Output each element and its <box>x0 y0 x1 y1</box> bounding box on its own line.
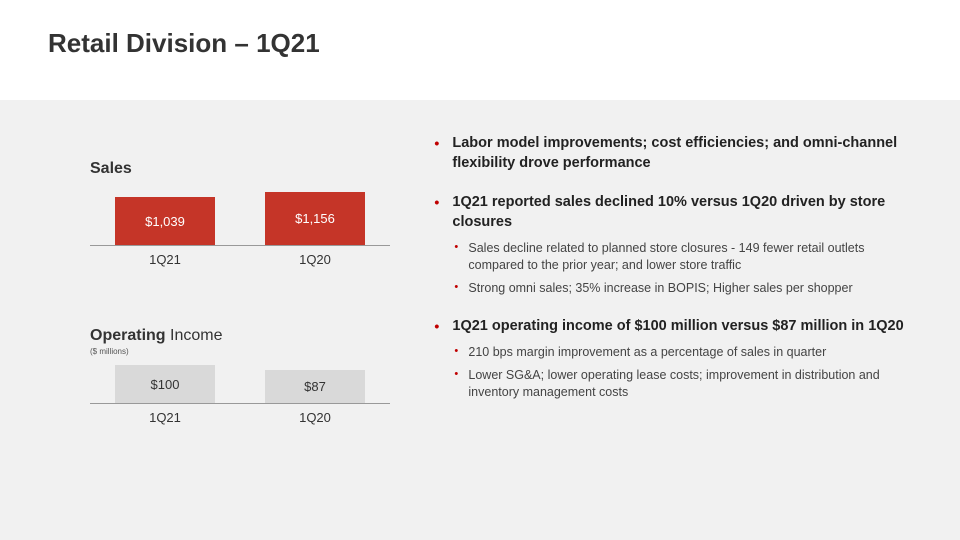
bar: $100 <box>115 365 215 403</box>
sales-bars-row: $1,039 $1,156 <box>90 186 390 246</box>
sub-bullet-list: Sales decline related to planned store c… <box>452 240 920 297</box>
bullet-item: 1Q21 reported sales declined 10% versus … <box>432 193 920 297</box>
charts-column: Sales $1,039$1,156 1Q211Q20 Operating In… <box>0 100 422 540</box>
op-income-chart-title: Operating Income <box>90 327 422 345</box>
sub-bullet-item: 210 bps margin improvement as a percenta… <box>452 344 920 361</box>
bar-wrap: $100 <box>90 365 240 403</box>
op-income-bars-row: $100 $87 <box>90 362 390 404</box>
bar: $1,156 <box>265 192 365 245</box>
op-income-title-rest: Income <box>166 327 223 344</box>
sales-chart: Sales $1,039 $1,156 1Q211Q20 <box>60 160 422 267</box>
body-area: Sales $1,039$1,156 1Q211Q20 Operating In… <box>0 100 960 540</box>
bullet-text: 1Q21 reported sales declined 10% versus … <box>452 194 885 230</box>
bar-label: 1Q20 <box>240 410 390 425</box>
page-title: Retail Division – 1Q21 <box>48 28 920 59</box>
bar: $1,039 <box>115 197 215 245</box>
slide: Retail Division – 1Q21 Sales $1,039 $1,15… <box>0 0 960 540</box>
op-income-labels-row: 1Q211Q20 <box>90 410 390 425</box>
bullet-list: Labor model improvements; cost efficienc… <box>432 134 920 401</box>
sales-labels-row: 1Q211Q20 <box>90 252 390 267</box>
bar-wrap: $87 <box>240 370 390 403</box>
sub-bullet-list: 210 bps margin improvement as a percenta… <box>452 344 920 401</box>
bar: $87 <box>265 370 365 403</box>
op-income-title-main: Operating <box>90 327 166 344</box>
bullet-item: 1Q21 operating income of $100 million ve… <box>432 317 920 401</box>
sub-bullet-item: Sales decline related to planned store c… <box>452 240 920 274</box>
sub-bullet-item: Strong omni sales; 35% increase in BOPIS… <box>452 280 920 297</box>
bar-wrap: $1,156 <box>240 192 390 245</box>
sales-chart-title: Sales <box>90 160 422 178</box>
bar-label: 1Q21 <box>90 410 240 425</box>
title-area: Retail Division – 1Q21 <box>0 0 960 77</box>
bullet-item: Labor model improvements; cost efficienc… <box>432 134 920 173</box>
bar-wrap: $1,039 <box>90 197 240 245</box>
bullets-column: Labor model improvements; cost efficienc… <box>422 100 960 540</box>
op-income-subtitle: ($ millions) <box>90 347 422 356</box>
bullet-text: Labor model improvements; cost efficienc… <box>452 135 897 171</box>
bullet-text: 1Q21 operating income of $100 million ve… <box>452 318 903 334</box>
bar-label: 1Q21 <box>90 252 240 267</box>
op-income-chart: Operating Income ($ millions) $100 $87 1Q… <box>60 327 422 425</box>
sub-bullet-item: Lower SG&A; lower operating lease costs;… <box>452 367 920 401</box>
bar-label: 1Q20 <box>240 252 390 267</box>
